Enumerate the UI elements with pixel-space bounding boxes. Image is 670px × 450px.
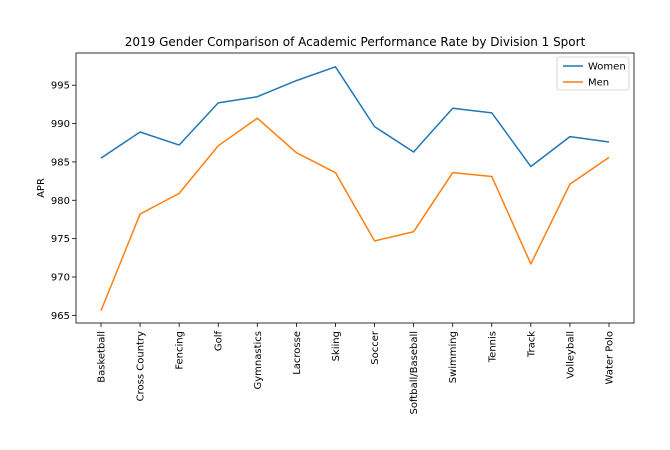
x-tick-label: Basketball — [97, 331, 108, 383]
x-tick-label: Golf — [214, 331, 225, 352]
y-tick-label: 980 — [51, 196, 70, 207]
series-line-women — [100, 66, 610, 168]
x-tick-label: Track — [526, 331, 537, 358]
x-tick-label: Gymnastics — [253, 331, 264, 390]
y-tick-label: 965 — [51, 311, 70, 322]
y-axis-label: APR — [36, 178, 47, 198]
x-tick-label: Swimming — [448, 331, 459, 383]
x-tick-label: Softball/Baseball — [409, 331, 420, 415]
x-axis: Basketball Cross Country Fencing Golf Gymnas… — [97, 323, 616, 415]
series-line-men — [100, 117, 610, 312]
series-layer — [100, 66, 610, 312]
x-tick-label: Soccer — [370, 330, 381, 365]
legend: Women Men — [556, 56, 630, 91]
x-tick-label: Skiing — [331, 331, 342, 361]
plot-area — [75, 52, 635, 324]
x-tick-label: Volleyball — [565, 331, 576, 379]
y-tick-label: 990 — [51, 119, 70, 130]
x-tick-label: Tennis — [487, 331, 498, 363]
y-tick-label: 995 — [51, 81, 70, 92]
y-tick-label: 985 — [51, 157, 70, 168]
y-tick-label: 970 — [51, 272, 70, 283]
legend-label-men: Men — [588, 78, 609, 89]
x-tick-label: Water Polo — [605, 331, 616, 384]
x-tick-label: Cross Country — [136, 331, 147, 401]
y-axis: 965 970 975 980 985 990 995 — [51, 81, 76, 322]
x-tick-label: Fencing — [175, 331, 186, 370]
y-tick-label: 975 — [51, 234, 70, 245]
chart-title: 2019 Gender Comparison of Academic Perfo… — [125, 35, 586, 49]
x-tick-label: Lacrosse — [292, 331, 303, 375]
legend-label-women: Women — [588, 62, 626, 73]
